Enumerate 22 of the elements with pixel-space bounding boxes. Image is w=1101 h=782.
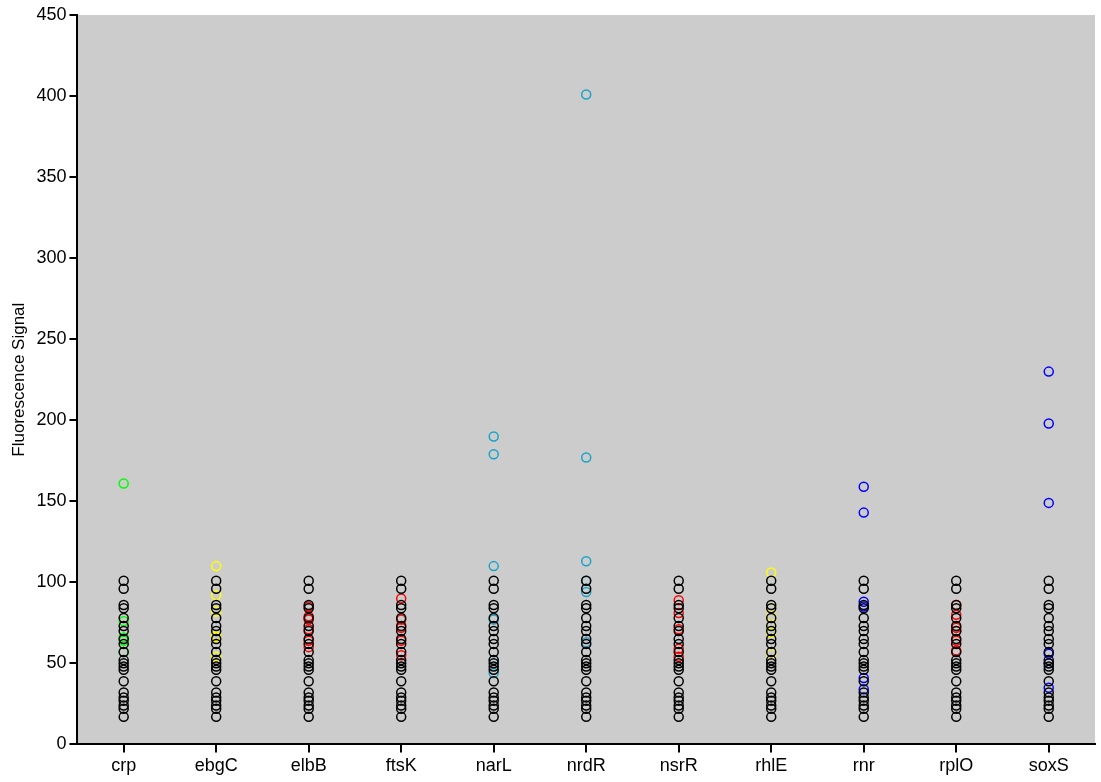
x-tick-label: rplO: [939, 755, 974, 776]
x-tick-label: soxS: [1028, 755, 1069, 776]
y-tick-label: 300: [36, 247, 67, 268]
y-tick-label: 150: [36, 490, 67, 511]
y-tick-label: 400: [36, 85, 67, 106]
y-tick-label: 250: [36, 328, 67, 349]
x-tick-label: narL: [475, 755, 512, 776]
x-tick-label: nsrR: [659, 755, 698, 776]
x-tick-label: rnr: [852, 755, 875, 776]
y-tick-label: 350: [36, 166, 67, 187]
y-axis-title: Fluorescence Signal: [8, 302, 28, 457]
x-tick-label: crp: [111, 755, 137, 776]
y-tick-label: 50: [46, 652, 67, 673]
x-tick-label: rhlE: [755, 755, 788, 776]
x-tick-label: elbB: [290, 755, 327, 776]
x-tick-label: ftsK: [385, 755, 417, 776]
x-tick-label: nrdR: [566, 755, 606, 776]
y-tick-label: 450: [36, 3, 67, 24]
x-tick-label: ebgC: [194, 755, 238, 776]
y-tick-label: 100: [36, 571, 67, 592]
y-tick-label: 0: [56, 733, 67, 754]
y-tick-label: 200: [36, 409, 67, 430]
